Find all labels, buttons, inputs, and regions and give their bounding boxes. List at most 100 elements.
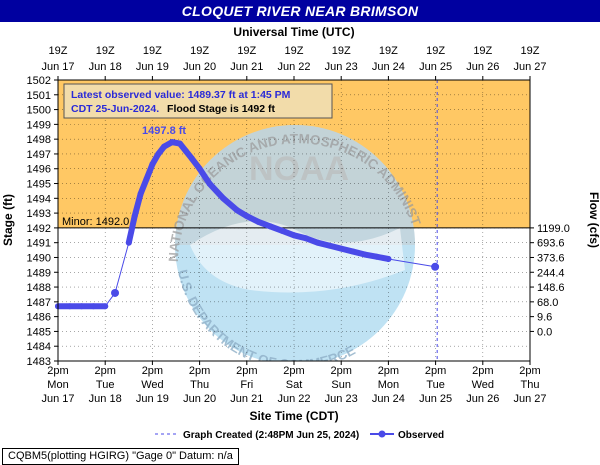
peak-label: 1497.8 ft: [142, 125, 186, 137]
cdt-tick-time: 2pm: [236, 365, 257, 377]
utc-axis-ticks: 19Z Jun 17 19Z Jun 18 19Z Jun 19 19Z Jun 20 19Z J…: [41, 45, 547, 80]
observed-point: [111, 288, 120, 297]
cdt-tick-time: 2pm: [378, 365, 399, 377]
stage-tick-label: 1488: [27, 282, 51, 294]
observed-point: [196, 165, 203, 172]
utc-tick-hour: 19Z: [49, 45, 68, 57]
observed-point: [220, 195, 227, 202]
minor-flood-label: Minor: 1492.0: [62, 216, 129, 228]
utc-tick-day: Jun 25: [419, 61, 452, 73]
stage-tick-label: 1487: [27, 297, 51, 309]
x-axis-title: Site Time (CDT): [249, 409, 338, 423]
stage-tick-label: 1486: [27, 312, 51, 324]
hydrograph-chart: NOAA NATIONAL OCEANIC AND ATMOSPHERIC AD…: [1, 25, 600, 441]
utc-tick-day: Jun 26: [466, 61, 499, 73]
cdt-tick-time: 2pm: [189, 365, 210, 377]
stage-tick-label: 1496: [27, 164, 51, 176]
stage-tick-label: 1485: [27, 326, 51, 338]
flow-tick-label: 1199.0: [537, 223, 570, 235]
utc-tick-hour: 19Z: [285, 45, 304, 57]
flow-tick-label: 693.6: [537, 238, 565, 250]
cdt-tick-time: 2pm: [283, 365, 304, 377]
cdt-tick-day: Jun 20: [183, 393, 216, 405]
observed-point: [291, 232, 297, 239]
stage-tick-label: 1501: [27, 90, 51, 102]
stage-tick-label: 1499: [27, 119, 51, 131]
observed-point: [233, 207, 240, 214]
stage-tick-label: 1498: [27, 134, 51, 146]
annotation-line1: Latest observed value: 1489.37 ft at 1:4…: [71, 89, 291, 101]
svg-text:CDT 25-Jun-2024. Flood S: CDT 25-Jun-2024. Flood Stage is 1492 ft: [71, 103, 275, 115]
stage-tick-label: 1490: [27, 252, 51, 264]
cdt-tick-dow: Thu: [521, 379, 540, 391]
stage-tick-label: 1493: [27, 208, 51, 220]
cdt-tick-dow: Tue: [96, 379, 115, 391]
observed-point: [350, 248, 356, 255]
utc-tick-hour: 19Z: [426, 45, 445, 57]
stage-axis-ticks: 1483 1484 1485 1486 1487 1488 1489 1490 1491 1492…: [27, 75, 58, 368]
observed-point: [338, 245, 345, 252]
observed-point: [255, 218, 262, 225]
observed-point: [125, 239, 132, 246]
utc-tick-day: Jun 17: [41, 61, 74, 73]
observed-point: [361, 251, 368, 258]
annotation-flood-stage: Flood Stage is 1492 ft: [167, 103, 275, 115]
cdt-tick-dow: Fri: [240, 379, 253, 391]
observed-point: [155, 150, 162, 157]
stage-tick-label: 1483: [27, 356, 51, 368]
datum-info: CQBM5(plotting HGIRG) "Gage 0" Datum: n/…: [2, 448, 239, 465]
legend-graph-created: Graph Created (2:48PM Jun 25, 2024): [183, 430, 359, 441]
y2-axis-title: Flow (cfs): [587, 192, 600, 248]
utc-tick-hour: 19Z: [379, 45, 398, 57]
utc-tick-day: Jun 24: [372, 61, 405, 73]
utc-tick-hour: 19Z: [237, 45, 256, 57]
utc-tick-hour: 19Z: [473, 45, 492, 57]
footer: CQBM5(plotting HGIRG) "Gage 0" Datum: n/…: [0, 447, 600, 465]
observed-point: [385, 255, 392, 262]
observed-point: [149, 161, 156, 168]
observed-point: [326, 242, 333, 249]
legend-observed: Observed: [398, 430, 444, 441]
observed-point: [243, 213, 250, 220]
stage-tick-label: 1491: [27, 238, 51, 250]
utc-tick-day: Jun 20: [183, 61, 216, 73]
observed-point: [137, 190, 144, 197]
observed-point: [176, 140, 183, 147]
observed-point: [102, 303, 109, 310]
observed-point: [182, 147, 189, 154]
utc-tick-hour: 19Z: [521, 45, 540, 57]
cdt-tick-day: Jun 27: [513, 393, 546, 405]
observed-point: [267, 223, 274, 230]
observed-series: [55, 139, 440, 310]
y-axis-title: Stage (ft): [1, 194, 15, 246]
observed-point: [161, 143, 168, 150]
stage-tick-label: 1500: [27, 105, 51, 117]
utc-tick-day: Jun 18: [89, 61, 122, 73]
cdt-tick-time: 2pm: [519, 365, 540, 377]
cdt-tick-day: Jun 21: [230, 393, 263, 405]
observed-point: [302, 235, 309, 242]
observed-point: [188, 155, 195, 162]
stage-tick-label: 1497: [27, 149, 51, 161]
observed-point: [143, 176, 150, 183]
stage-tick-label: 1494: [27, 193, 51, 205]
stage-tick-label: 1495: [27, 179, 51, 191]
cdt-tick-dow: Sat: [286, 379, 303, 391]
observed-point: [373, 253, 380, 260]
legend-observed-marker: [378, 430, 386, 438]
cdt-tick-dow: Mon: [47, 379, 68, 391]
stage-tick-label: 1489: [27, 267, 51, 279]
observed-point: [314, 239, 321, 246]
annotation-line2: CDT 25-Jun-2024.: [71, 103, 159, 115]
cdt-tick-dow: Wed: [141, 379, 163, 391]
flow-tick-label: 373.6: [537, 252, 565, 264]
grid-lines: [58, 80, 530, 361]
flow-tick-label: 0.0: [537, 326, 552, 338]
flow-tick-label: 68.0: [537, 297, 558, 309]
observed-trace-line: [125, 139, 392, 262]
flow-tick-label: 244.4: [537, 267, 565, 279]
cdt-tick-time: 2pm: [472, 365, 493, 377]
utc-tick-day: Jun 23: [325, 61, 358, 73]
flow-tick-label: 148.6: [537, 282, 565, 294]
utc-tick-hour: 19Z: [332, 45, 351, 57]
